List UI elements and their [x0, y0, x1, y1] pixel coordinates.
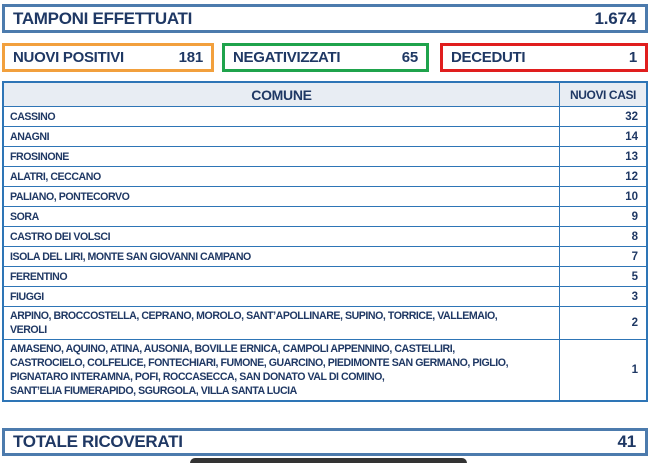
table-row: ARPINO, BROCCOSTELLA, CEPRANO, MOROLO, S…: [2, 306, 648, 340]
negativizzati-label: NEGATIVIZZATI: [233, 49, 341, 66]
comune-cell: CASTRO DEI VOLSCI: [2, 226, 560, 247]
comune-cell: PALIANO, PONTECORVO: [2, 186, 560, 207]
nuovi-positivi-label: NUOVI POSITIVI: [13, 49, 124, 66]
table-row: SORA 9: [2, 206, 648, 227]
nuovi-casi-cell: 9: [559, 206, 648, 227]
totale-ricoverati-value: 41: [617, 432, 636, 451]
table-row: FERENTINO 5: [2, 266, 648, 287]
comune-cell: AMASENO, AQUINO, ATINA, AUSONIA, BOVILLE…: [2, 339, 560, 402]
table-row: ALATRI, CECCANO 12: [2, 166, 648, 187]
comuni-table: COMUNE NUOVI CASI CASSINO 32 ANAGNI 14 FROSI…: [2, 81, 648, 402]
nuovi-casi-cell: 8: [559, 226, 648, 247]
table-header-row: COMUNE NUOVI CASI: [2, 81, 648, 107]
deceduti-label: DECEDUTI: [451, 49, 526, 66]
nuovi-casi-cell: 5: [559, 266, 648, 287]
comune-cell: FROSINONE: [2, 146, 560, 167]
totale-ricoverati-box: TOTALE RICOVERATI 41: [2, 428, 648, 456]
negativizzati-box: NEGATIVIZZATI 65: [222, 43, 429, 72]
deceduti-value: 1: [628, 49, 637, 66]
comune-cell: SORA: [2, 206, 560, 227]
deceduti-box: DECEDUTI 1: [440, 43, 648, 72]
table-row: FIUGGI 3: [2, 286, 648, 307]
nuovi-casi-cell: 14: [559, 126, 648, 147]
comune-cell: ARPINO, BROCCOSTELLA, CEPRANO, MOROLO, S…: [2, 306, 560, 340]
comune-cell: ISOLA DEL LIRI, MONTE SAN GIOVANNI CAMPA…: [2, 246, 560, 267]
table-row: PALIANO, PONTECORVO 10: [2, 186, 648, 207]
comune-cell: ALATRI, CECCANO: [2, 166, 560, 187]
comune-cell: FERENTINO: [2, 266, 560, 287]
tamponi-effettuati-box: TAMPONI EFFETTUATI 1.674: [2, 4, 648, 33]
nuovi-casi-cell: 1: [559, 339, 648, 402]
table-row: FROSINONE 13: [2, 146, 648, 167]
comuni-table-body: CASSINO 32 ANAGNI 14 FROSINONE 13 ALATRI, CECC…: [2, 106, 648, 402]
nuovi-casi-cell: 32: [559, 106, 648, 127]
totale-ricoverati-label: TOTALE RICOVERATI: [13, 432, 183, 451]
negativizzati-value: 65: [401, 49, 419, 66]
comune-column-header: COMUNE: [2, 81, 560, 107]
nuovi-casi-cell: 7: [559, 246, 648, 267]
nuovi-casi-cell: 12: [559, 166, 648, 187]
table-row: ISOLA DEL LIRI, MONTE SAN GIOVANNI CAMPA…: [2, 246, 648, 267]
nuovi-casi-cell: 3: [559, 286, 648, 307]
nuovi-casi-cell: 2: [559, 306, 648, 340]
comune-cell: ANAGNI: [2, 126, 560, 147]
table-row: CASSINO 32: [2, 106, 648, 127]
bottom-dark-bar: [190, 458, 467, 463]
table-row: CASTRO DEI VOLSCI 8: [2, 226, 648, 247]
table-row: ANAGNI 14: [2, 126, 648, 147]
nuovi-positivi-value: 181: [178, 49, 204, 66]
comune-cell: CASSINO: [2, 106, 560, 127]
comune-cell: FIUGGI: [2, 286, 560, 307]
tamponi-value: 1.674: [594, 8, 636, 28]
nuovi-casi-column-header: NUOVI CASI: [559, 81, 648, 107]
nuovi-casi-cell: 13: [559, 146, 648, 167]
nuovi-positivi-box: NUOVI POSITIVI 181: [2, 43, 214, 72]
nuovi-casi-cell: 10: [559, 186, 648, 207]
table-row: AMASENO, AQUINO, ATINA, AUSONIA, BOVILLE…: [2, 339, 648, 402]
tamponi-label: TAMPONI EFFETTUATI: [13, 8, 193, 28]
